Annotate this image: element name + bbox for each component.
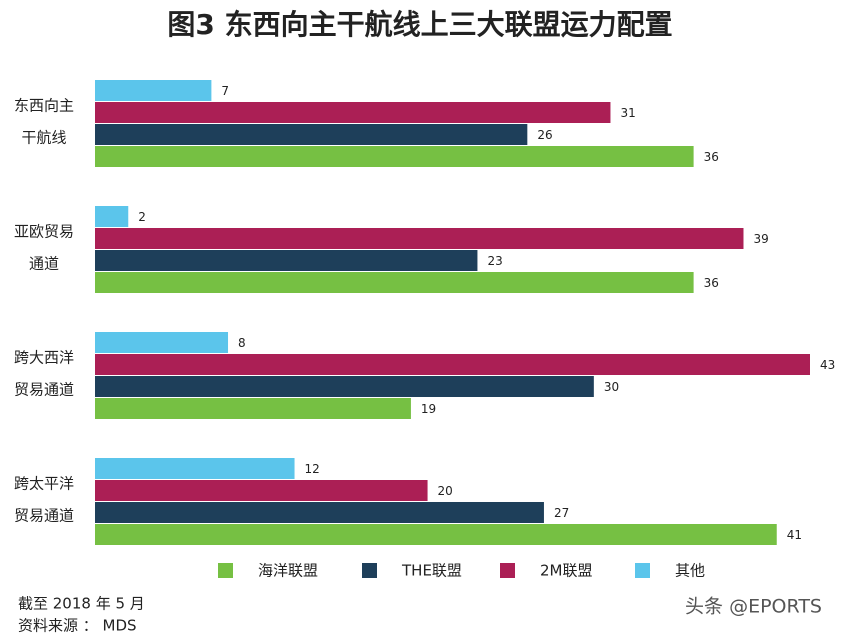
value-label: 2 — [138, 210, 146, 224]
category-label: 贸易通道 — [14, 507, 74, 525]
legend-label: 其他 — [675, 562, 705, 580]
value-label: 19 — [421, 402, 436, 416]
bar — [95, 206, 129, 227]
value-label: 27 — [554, 506, 569, 520]
value-label: 23 — [487, 254, 502, 268]
chart-title: 图3 东西向主干航线上三大联盟运力配置 — [167, 8, 672, 41]
category-label: 跨太平洋 — [14, 475, 74, 493]
bar — [95, 480, 428, 501]
category-label: 通道 — [29, 255, 59, 273]
bar — [95, 228, 744, 249]
value-label: 20 — [438, 484, 453, 498]
bar — [95, 332, 229, 353]
value-label: 12 — [305, 462, 320, 476]
legend-swatch — [218, 563, 233, 578]
watermark: 头条 @EPORTS — [685, 596, 822, 618]
category-label: 贸易通道 — [14, 381, 74, 399]
bar — [95, 250, 478, 271]
legend-label: 海洋联盟 — [258, 562, 318, 580]
value-label: 39 — [753, 232, 768, 246]
category-label: 东西向主 — [14, 97, 74, 115]
value-label: 43 — [820, 358, 835, 372]
note: 资料来源 ： MDS — [18, 617, 137, 635]
value-label: 36 — [704, 276, 719, 290]
value-label: 30 — [604, 380, 619, 394]
bar — [95, 376, 594, 397]
legend-swatch — [362, 563, 377, 578]
bar — [95, 502, 544, 523]
bar — [95, 102, 611, 123]
category-label: 亚欧贸易 — [14, 223, 74, 241]
value-label: 41 — [787, 528, 802, 542]
value-label: 36 — [704, 150, 719, 164]
bar — [95, 124, 528, 145]
value-label: 26 — [537, 128, 552, 142]
bar — [95, 146, 694, 167]
category-label: 跨大西洋 — [14, 349, 74, 367]
legend-swatch — [635, 563, 650, 578]
note: 截至 2018 年 5 月 — [18, 595, 145, 613]
bar — [95, 398, 411, 419]
bar — [95, 458, 295, 479]
category-label: 干航线 — [21, 129, 66, 147]
bar — [95, 80, 212, 101]
legend-label: 2M联盟 — [540, 562, 593, 580]
value-label: 7 — [221, 84, 229, 98]
legend-swatch — [500, 563, 515, 578]
bar — [95, 272, 694, 293]
value-label: 8 — [238, 336, 246, 350]
bar — [95, 524, 777, 545]
bar — [95, 354, 810, 375]
value-label: 31 — [620, 106, 635, 120]
legend-label: THE联盟 — [401, 562, 462, 580]
